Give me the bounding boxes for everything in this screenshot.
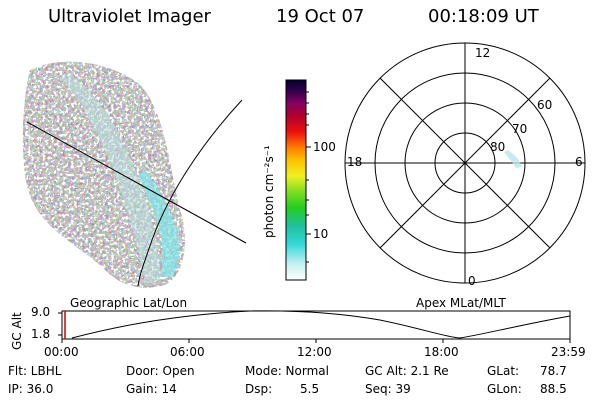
dsp-value: 5.5: [300, 382, 320, 396]
aurora-oval-faint: [60, 75, 160, 285]
polar-label-18: 18: [347, 155, 363, 169]
polar-lat-80: 80: [490, 140, 506, 154]
glon-label: GLon:: [487, 382, 522, 396]
timeline-axis-title: GC Alt: [10, 312, 24, 350]
limb-arc: [137, 99, 243, 287]
timeline-xtick-1200: 12:00: [297, 345, 332, 359]
polar-aurora-patch: [504, 150, 522, 168]
glat-label: GLat:: [487, 364, 520, 378]
glat-value: 78.7: [540, 364, 567, 378]
timeline-panel: [58, 310, 571, 343]
filter-readout: Flt: LBHL: [8, 364, 62, 378]
colorbar-units-label: photon cm⁻²s⁻¹: [262, 145, 276, 238]
gc-alt-readout: GC Alt: 2.1 Re: [365, 364, 449, 378]
seq-readout: Seq: 39: [365, 382, 411, 396]
image-time: 00:18:09 UT: [428, 6, 539, 27]
ip-readout: IP: 36.0: [8, 382, 54, 396]
dsp-label: Dsp:: [245, 382, 273, 396]
timeline-xtick-0000: 00:00: [44, 345, 79, 359]
colorbar: [285, 79, 311, 281]
door-readout: Door: Open: [126, 364, 195, 378]
glon-value: 88.5: [540, 382, 567, 396]
uv-image-panel: [22, 61, 247, 288]
polar-label-12: 12: [475, 46, 491, 60]
timeline-ytick-1.8: 1.8: [31, 327, 51, 341]
timeline-xtick-2359: 23:59: [551, 345, 586, 359]
altitude-curve: [71, 310, 571, 339]
timeline-left-title: Geographic Lat/Lon: [70, 296, 188, 310]
mode-readout: Mode: Normal: [245, 364, 329, 378]
polar-lat-60: 60: [537, 98, 553, 112]
timeline-right-title: Apex MLat/MLT: [416, 296, 506, 310]
instrument-title: Ultraviolet Imager: [48, 6, 211, 27]
terminator-line: [26, 121, 247, 244]
timeline-xtick-0600: 06:00: [170, 345, 205, 359]
timeline-xtick-1800: 18:00: [424, 345, 459, 359]
gain-readout: Gain: 14: [126, 382, 177, 396]
polar-grid: [344, 42, 586, 284]
polar-lat-70: 70: [512, 122, 528, 136]
polar-label-6: 6: [575, 155, 583, 169]
colorbar-tick-10: 10: [313, 227, 329, 241]
polar-label-0: 0: [468, 274, 476, 288]
timeline-ytick-9: 9.0: [31, 305, 51, 319]
colorbar-tick-100: 100: [313, 140, 336, 154]
image-date: 19 Oct 07: [276, 6, 365, 27]
